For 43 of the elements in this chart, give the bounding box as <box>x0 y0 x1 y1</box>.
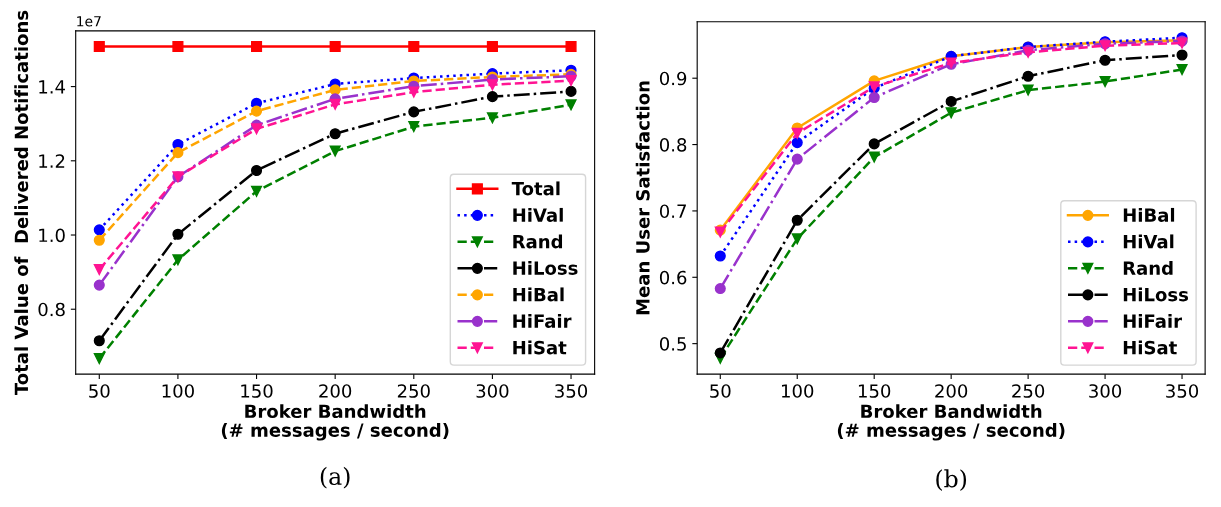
y-tick-label: 0.5 <box>659 337 686 351</box>
legend-label: HiSat <box>1123 340 1177 355</box>
y-tick-label: 0.9 <box>659 71 687 86</box>
y-tick-label: 0.8 <box>659 138 687 152</box>
x-tick-label: 350 <box>555 384 588 398</box>
y-tick-label: 1.0 <box>39 228 65 243</box>
legend-label: HiFair <box>1123 313 1182 328</box>
x-tick-label: 300 <box>476 384 509 398</box>
y-tick-label: 0.8 <box>38 302 65 317</box>
x-tick-label: 150 <box>858 384 891 398</box>
legend-label: HiFair <box>513 313 572 328</box>
legend-label: Rand <box>513 234 563 249</box>
x-tick-label: 50 <box>89 384 110 398</box>
x-tick-label: 100 <box>162 384 194 398</box>
y-tick-label: 0.6 <box>659 270 687 285</box>
y-tick-label: 1.4 <box>39 80 65 94</box>
legend-label: Rand <box>1123 260 1173 275</box>
legend-label: HiLoss <box>513 260 578 275</box>
y-axis-title: Total Value of Delivered Notifications <box>14 10 29 396</box>
x-tick-label: 200 <box>935 384 968 398</box>
x-tick-label: 350 <box>1166 384 1199 398</box>
x-axis-title: Broker Bandwidth (# messages / second) <box>837 404 1065 441</box>
y-tick-label: 0.7 <box>659 204 686 219</box>
legend-label: HiVal <box>513 207 563 222</box>
text: (a) <box>320 466 350 489</box>
legend-label: HiVal <box>1123 234 1174 249</box>
legend-label: HiBal <box>513 287 564 302</box>
x-axis-title: Broker Bandwidth (# messages / second) <box>221 404 449 441</box>
x-tick-label: 50 <box>710 384 731 398</box>
text: (b) <box>936 469 967 491</box>
x-tick-label: 150 <box>241 384 273 398</box>
x-tick-label: 250 <box>1012 384 1045 398</box>
x-tick-label: 200 <box>319 384 352 398</box>
x-tick-label: 100 <box>781 384 814 398</box>
text: 1e7 <box>77 16 101 27</box>
legend-label: HiLoss <box>1123 287 1189 302</box>
x-tick-label: 250 <box>397 384 430 398</box>
y-tick-label: 1.2 <box>39 154 65 168</box>
legend-label: HiBal <box>1123 207 1175 222</box>
legend-label: HiSat <box>513 340 567 355</box>
x-tick-label: 300 <box>1089 384 1122 398</box>
legend-label: Total <box>511 181 560 196</box>
y-axis-title: Mean User Satisfaction <box>635 81 650 315</box>
